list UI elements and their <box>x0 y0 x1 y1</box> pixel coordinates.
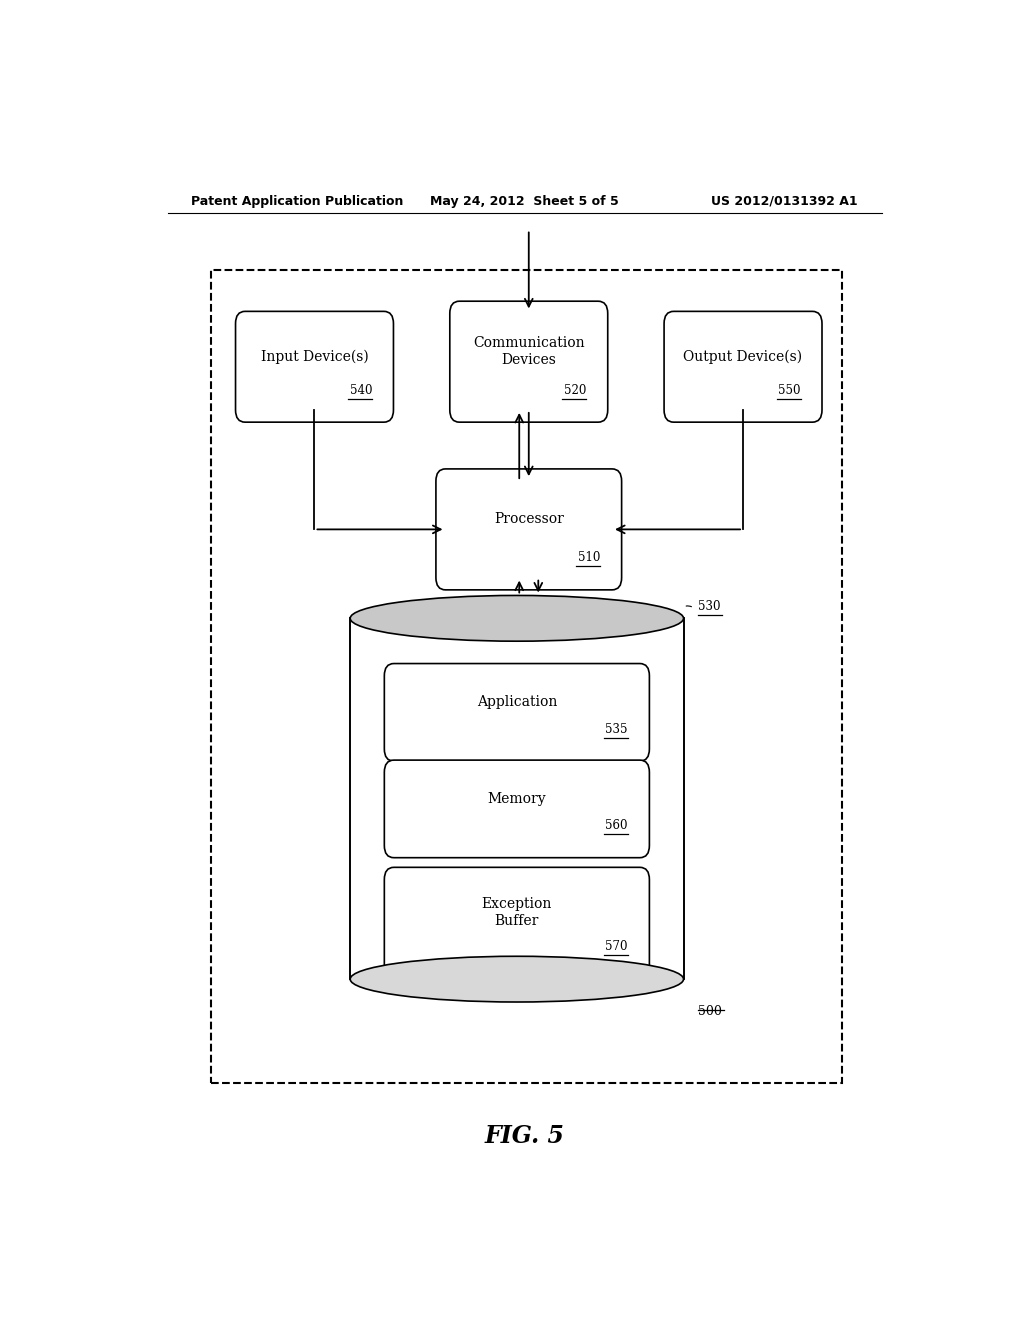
Ellipse shape <box>350 956 684 1002</box>
Text: May 24, 2012  Sheet 5 of 5: May 24, 2012 Sheet 5 of 5 <box>430 194 620 207</box>
Text: Communication
Devices: Communication Devices <box>473 337 585 367</box>
Text: 510: 510 <box>578 552 600 565</box>
FancyBboxPatch shape <box>436 469 622 590</box>
Text: Application: Application <box>477 696 557 709</box>
FancyBboxPatch shape <box>384 760 649 858</box>
Text: 500: 500 <box>697 1005 722 1018</box>
Text: Processor: Processor <box>494 512 563 527</box>
Bar <box>211 271 842 1084</box>
Text: US 2012/0131392 A1: US 2012/0131392 A1 <box>712 194 858 207</box>
Text: Input Device(s): Input Device(s) <box>261 350 369 364</box>
Text: 520: 520 <box>564 384 587 397</box>
Text: 530: 530 <box>697 601 720 614</box>
Text: Memory: Memory <box>487 792 546 805</box>
Text: 535: 535 <box>605 723 628 735</box>
Bar <box>350 618 684 979</box>
Text: Exception
Buffer: Exception Buffer <box>481 898 552 928</box>
Text: 570: 570 <box>605 940 628 953</box>
FancyBboxPatch shape <box>384 867 649 978</box>
FancyBboxPatch shape <box>384 664 649 762</box>
Text: 540: 540 <box>349 384 372 397</box>
FancyBboxPatch shape <box>450 301 607 422</box>
FancyBboxPatch shape <box>236 312 393 422</box>
Text: FIG. 5: FIG. 5 <box>484 1125 565 1148</box>
Text: 560: 560 <box>605 820 628 833</box>
Text: 550: 550 <box>778 384 801 397</box>
Ellipse shape <box>350 595 684 642</box>
FancyBboxPatch shape <box>665 312 822 422</box>
Text: Patent Application Publication: Patent Application Publication <box>191 194 403 207</box>
Text: Output Device(s): Output Device(s) <box>683 350 803 364</box>
